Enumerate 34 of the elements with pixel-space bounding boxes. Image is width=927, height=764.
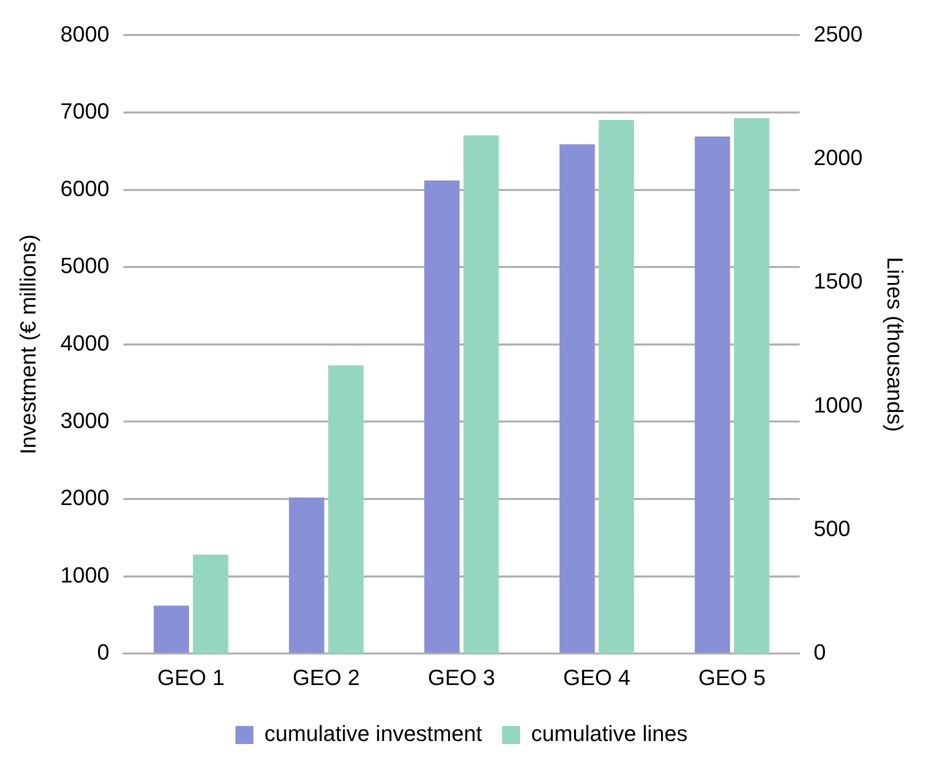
bar [192,554,228,654]
y-tick-label: 0 [97,640,110,665]
x-tick-label: GEO 2 [292,664,360,690]
y2-tick-label: 0 [814,640,826,665]
bar [734,118,770,654]
y-tick-label: 1000 [60,562,110,588]
bar [598,120,634,654]
y-tick-label: 6000 [60,176,110,201]
y2-tick-label: 1000 [814,392,863,418]
legend-label: cumulative investment [264,721,482,746]
y2-tick-label: 1500 [814,268,863,294]
legend-label: cumulative lines [531,721,688,746]
y2-axis-title: Lines (thousands) [882,256,908,432]
x-tick-label: GEO 3 [428,664,496,690]
bar [154,606,190,653]
y-tick-label: 5000 [60,253,110,278]
y-tick-label: 4000 [60,330,110,356]
y-axis-title: Investment (€ millions) [15,234,40,454]
bar [424,180,460,653]
bar [288,497,324,653]
x-tick-label: GEO 5 [698,664,766,690]
y-tick-label: 8000 [60,21,110,46]
y2-tick-label: 2000 [814,144,863,170]
x-tick-label: GEO 1 [157,664,225,690]
y-tick-label: 7000 [60,98,110,124]
bar [463,135,499,654]
bar [560,144,595,653]
y-tick-label: 3000 [60,408,110,433]
y2-tick-label: 2500 [814,21,863,46]
y2-tick-label: 500 [814,516,850,541]
bar [328,365,364,654]
x-tick-label: GEO 4 [563,664,630,690]
y-tick-label: 2000 [60,485,110,510]
bar [694,136,730,653]
